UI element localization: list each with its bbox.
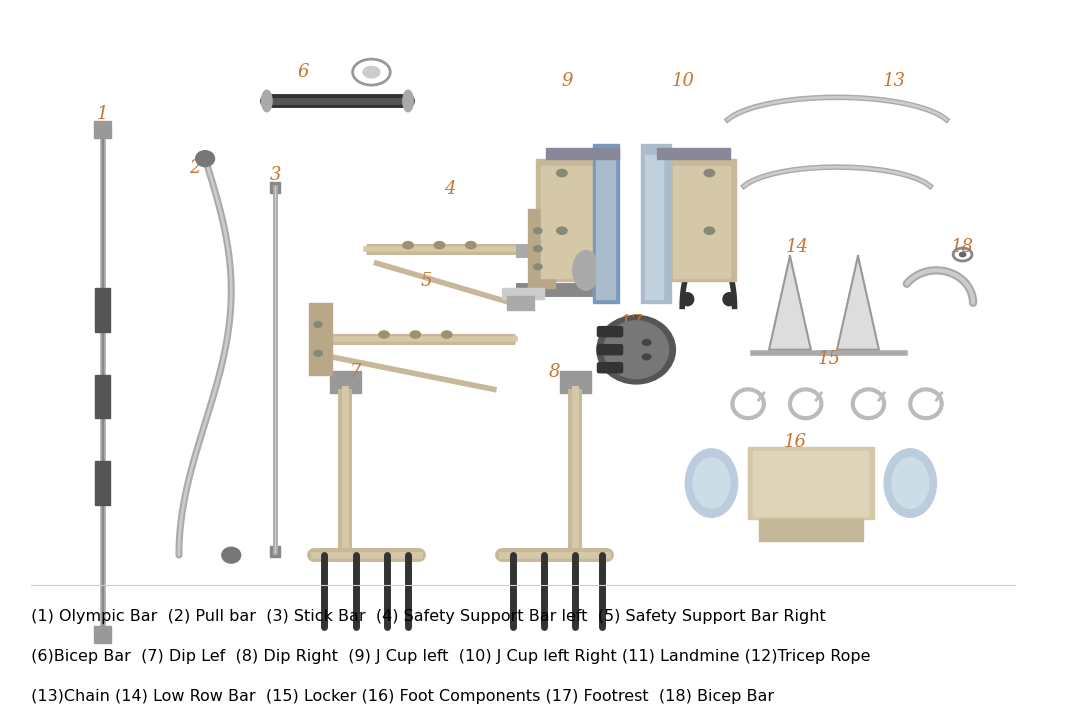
- Bar: [644, 155, 663, 299]
- Text: 10: 10: [672, 72, 695, 90]
- FancyBboxPatch shape: [598, 363, 623, 373]
- Text: 4: 4: [444, 180, 456, 198]
- Text: 6: 6: [297, 63, 309, 81]
- Bar: [330, 371, 361, 393]
- Text: 2: 2: [188, 159, 200, 177]
- Text: 12: 12: [697, 240, 719, 258]
- Ellipse shape: [884, 448, 936, 518]
- Circle shape: [643, 354, 651, 360]
- Bar: [758, 519, 863, 541]
- Circle shape: [557, 227, 568, 234]
- Bar: [535, 159, 604, 281]
- Text: 5: 5: [420, 272, 432, 290]
- Text: 18: 18: [951, 238, 974, 256]
- Text: 11: 11: [537, 238, 561, 256]
- Ellipse shape: [222, 547, 240, 563]
- Text: (6)Bicep Bar  (7) Dip Lef  (8) Dip Right  (9) J Cup left  (10) J Cup left Right : (6)Bicep Bar (7) Dip Lef (8) Dip Right (…: [26, 649, 870, 664]
- Bar: [749, 447, 873, 519]
- Ellipse shape: [892, 458, 928, 508]
- Bar: [94, 626, 111, 643]
- Bar: [95, 288, 110, 332]
- Bar: [529, 209, 555, 288]
- Circle shape: [704, 227, 715, 234]
- Text: 13: 13: [883, 72, 906, 90]
- Circle shape: [704, 169, 715, 177]
- Bar: [657, 148, 730, 159]
- Bar: [597, 155, 615, 299]
- Ellipse shape: [573, 251, 599, 290]
- Text: (1) Olympic Bar  (2) Pull bar  (3) Stick Bar  (4) Safety Support Bar left  (5) S: (1) Olympic Bar (2) Pull bar (3) Stick B…: [26, 609, 826, 624]
- Circle shape: [533, 264, 542, 270]
- Ellipse shape: [262, 90, 272, 112]
- Circle shape: [465, 242, 476, 249]
- Bar: [94, 121, 111, 138]
- Bar: [309, 303, 332, 375]
- Text: 9: 9: [561, 72, 573, 90]
- Bar: [753, 451, 868, 516]
- Circle shape: [313, 350, 322, 356]
- Circle shape: [533, 228, 542, 234]
- Circle shape: [313, 322, 322, 327]
- Circle shape: [442, 331, 452, 338]
- Text: 1: 1: [97, 105, 109, 123]
- Polygon shape: [837, 256, 879, 350]
- Ellipse shape: [685, 448, 738, 518]
- Circle shape: [643, 340, 651, 345]
- FancyBboxPatch shape: [598, 327, 623, 337]
- Ellipse shape: [403, 90, 414, 112]
- FancyBboxPatch shape: [598, 345, 623, 355]
- Circle shape: [557, 169, 568, 177]
- Bar: [95, 375, 110, 418]
- Ellipse shape: [196, 151, 214, 167]
- Bar: [502, 288, 544, 299]
- Bar: [668, 159, 736, 281]
- Bar: [560, 371, 591, 393]
- Circle shape: [403, 242, 414, 249]
- Circle shape: [363, 66, 380, 78]
- Polygon shape: [769, 256, 811, 350]
- Ellipse shape: [723, 293, 736, 306]
- Ellipse shape: [604, 321, 669, 379]
- Text: 15: 15: [819, 350, 841, 368]
- Bar: [507, 296, 533, 310]
- Bar: [541, 166, 599, 278]
- Ellipse shape: [694, 458, 730, 508]
- Bar: [95, 461, 110, 505]
- Text: 14: 14: [786, 238, 809, 256]
- Ellipse shape: [681, 293, 694, 306]
- Bar: [546, 148, 619, 159]
- Bar: [673, 166, 730, 278]
- Text: (13)Chain (14) Low Row Bar  (15) Locker (16) Foot Components (17) Footrest  (18): (13)Chain (14) Low Row Bar (15) Locker (…: [26, 689, 774, 704]
- Text: 8: 8: [549, 363, 560, 381]
- Text: 17: 17: [619, 314, 642, 332]
- Ellipse shape: [597, 316, 675, 384]
- Bar: [270, 182, 280, 193]
- Bar: [593, 144, 619, 303]
- Bar: [642, 144, 671, 303]
- Text: 16: 16: [784, 433, 807, 451]
- Circle shape: [434, 242, 445, 249]
- Text: 3: 3: [269, 166, 281, 184]
- Circle shape: [410, 331, 421, 338]
- Circle shape: [533, 246, 542, 252]
- Bar: [270, 546, 280, 557]
- Circle shape: [960, 252, 966, 257]
- Circle shape: [379, 331, 389, 338]
- Text: 7: 7: [350, 363, 362, 381]
